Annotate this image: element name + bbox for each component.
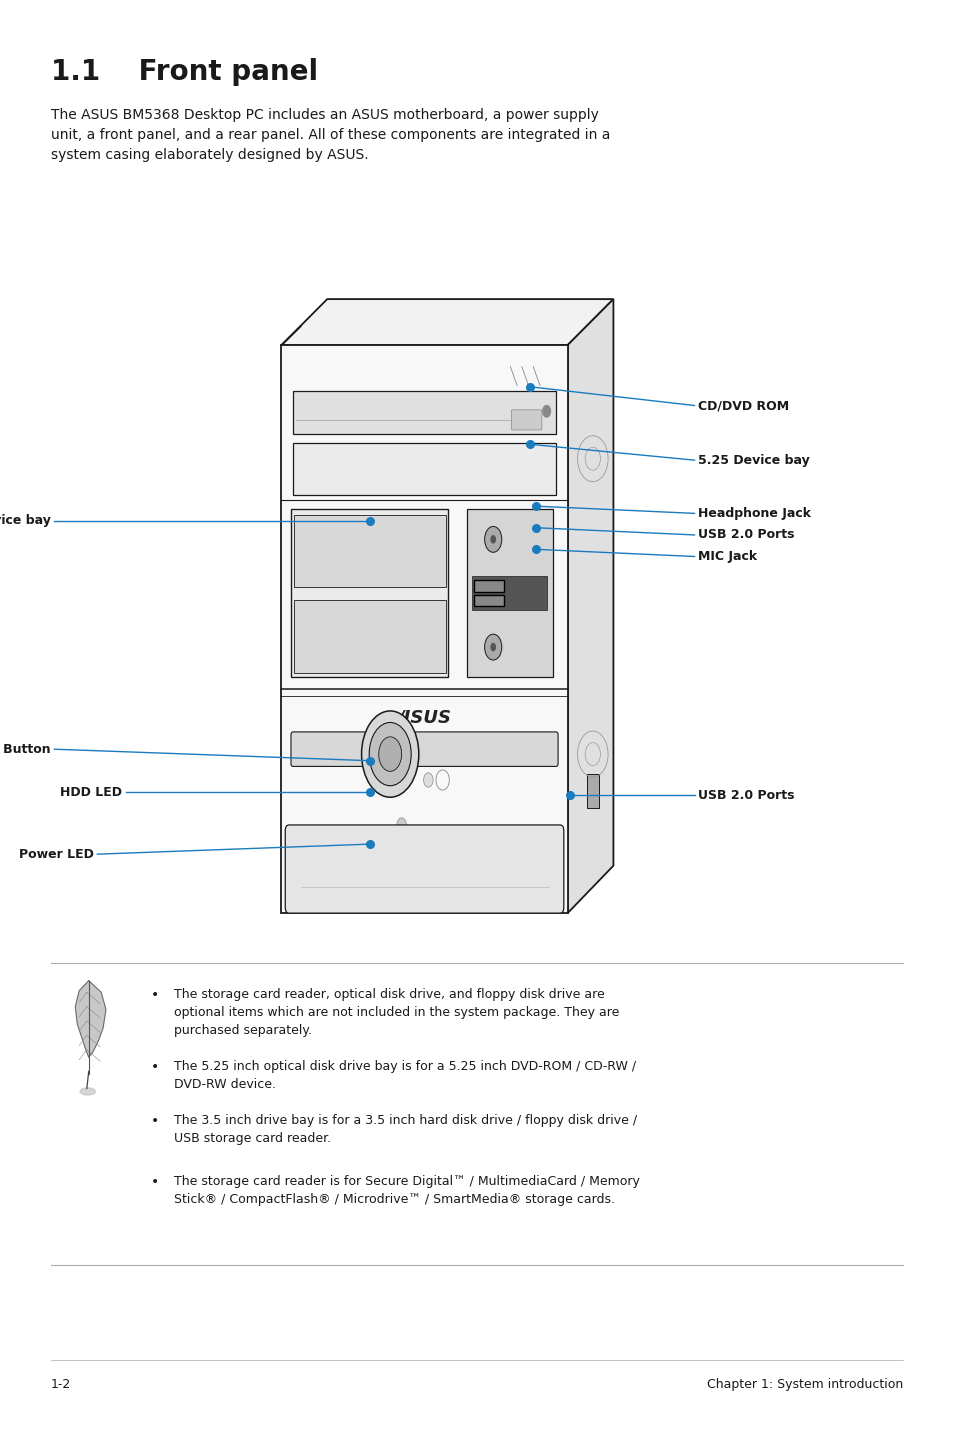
Text: The storage card reader, optical disk drive, and floppy disk drive are
optional : The storage card reader, optical disk dr… [173, 988, 618, 1037]
Circle shape [484, 634, 501, 660]
Polygon shape [75, 981, 106, 1057]
FancyBboxPatch shape [294, 601, 445, 673]
Circle shape [484, 526, 501, 552]
Text: Chapter 1: System introduction: Chapter 1: System introduction [706, 1378, 902, 1391]
Circle shape [378, 736, 401, 771]
Text: The ASUS BM5368 Desktop PC includes an ASUS motherboard, a power supply
unit, a : The ASUS BM5368 Desktop PC includes an A… [51, 108, 609, 162]
Circle shape [369, 722, 411, 785]
Polygon shape [281, 299, 613, 345]
Text: 3.5 Device bay: 3.5 Device bay [0, 513, 51, 528]
Text: USB 2.0 Ports: USB 2.0 Ports [698, 528, 794, 542]
FancyBboxPatch shape [472, 577, 546, 611]
Circle shape [396, 818, 406, 833]
FancyBboxPatch shape [291, 509, 448, 677]
Text: •: • [151, 1175, 158, 1189]
FancyBboxPatch shape [293, 391, 556, 434]
Text: •: • [151, 1060, 158, 1074]
Text: USB 2.0 Ports: USB 2.0 Ports [698, 788, 794, 802]
Text: •: • [151, 988, 158, 1002]
FancyBboxPatch shape [511, 410, 541, 430]
FancyBboxPatch shape [586, 774, 598, 808]
FancyBboxPatch shape [467, 509, 553, 677]
Text: 5.25 Device bay: 5.25 Device bay [698, 453, 809, 467]
FancyBboxPatch shape [293, 443, 556, 495]
Circle shape [542, 406, 550, 417]
Text: Power Button: Power Button [0, 742, 51, 756]
Text: MIC Jack: MIC Jack [698, 549, 757, 564]
Text: CD/DVD ROM: CD/DVD ROM [698, 398, 789, 413]
FancyBboxPatch shape [285, 825, 563, 913]
Text: Power LED: Power LED [19, 847, 93, 861]
Polygon shape [281, 345, 567, 913]
Text: The storage card reader is for Secure Digital™ / MultimediaCard / Memory
Stick® : The storage card reader is for Secure Di… [173, 1175, 639, 1206]
FancyBboxPatch shape [294, 515, 445, 588]
FancyBboxPatch shape [474, 581, 503, 592]
Circle shape [490, 643, 496, 651]
Circle shape [423, 772, 433, 787]
Text: The 5.25 inch optical disk drive bay is for a 5.25 inch DVD-ROM / CD-RW /
DVD-RW: The 5.25 inch optical disk drive bay is … [173, 1060, 635, 1091]
Text: •: • [151, 1114, 158, 1129]
Text: 1.1    Front panel: 1.1 Front panel [51, 58, 317, 85]
Text: HDD LED: HDD LED [60, 785, 122, 800]
FancyBboxPatch shape [291, 732, 558, 766]
Circle shape [490, 535, 496, 544]
Ellipse shape [80, 1087, 95, 1096]
Polygon shape [567, 299, 613, 913]
Text: Headphone Jack: Headphone Jack [698, 506, 810, 521]
FancyBboxPatch shape [474, 595, 503, 607]
Text: The 3.5 inch drive bay is for a 3.5 inch hard disk drive / floppy disk drive /
U: The 3.5 inch drive bay is for a 3.5 inch… [173, 1114, 636, 1146]
Text: /ISUS: /ISUS [397, 709, 451, 726]
Text: 1-2: 1-2 [51, 1378, 71, 1391]
Circle shape [361, 710, 418, 797]
